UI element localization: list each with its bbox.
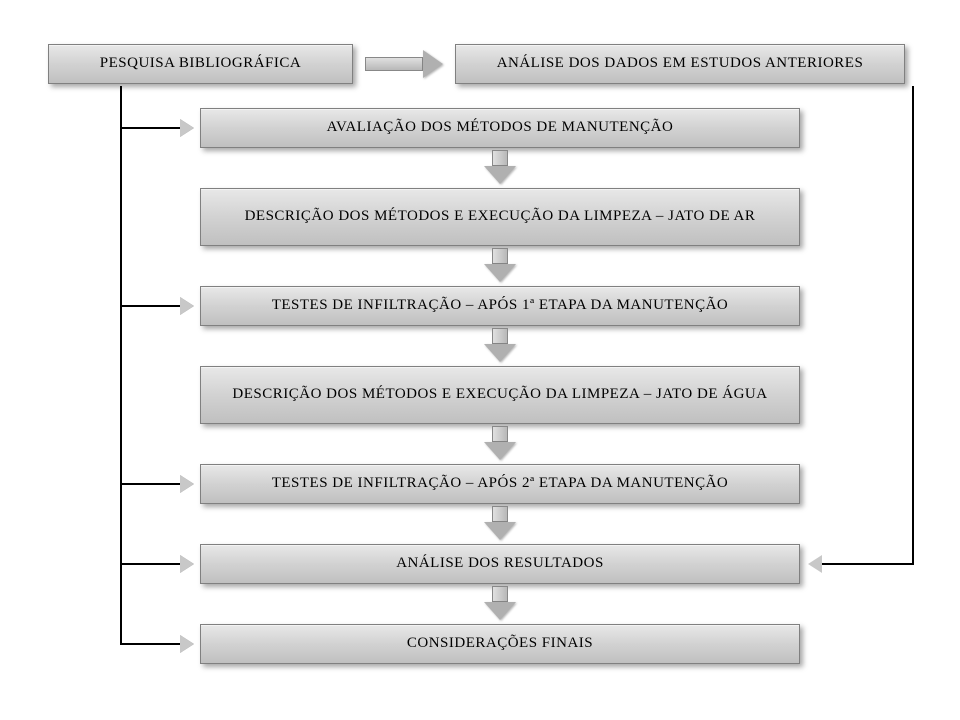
node-label: CONSIDERAÇÕES FINAIS [407, 634, 593, 654]
connector-line [120, 643, 180, 645]
arrow-down [484, 150, 516, 184]
arrow-right [365, 50, 443, 78]
node-avaliacao: AVALIAÇÃO DOS MÉTODOS DE MANUTENÇÃO [200, 108, 800, 148]
arrow-down [484, 506, 516, 540]
arrow-down [484, 328, 516, 362]
arrowhead-right-icon [180, 297, 194, 315]
node-label: TESTES DE INFILTRAÇÃO – APÓS 2ª ETAPA DA… [272, 474, 729, 494]
connector-line [120, 483, 180, 485]
connector-line [120, 563, 180, 565]
flowchart-diagram: PESQUISA BIBLIOGRÁFICA ANÁLISE DOS DADOS… [0, 0, 960, 720]
node-pesquisa: PESQUISA BIBLIOGRÁFICA [48, 44, 353, 84]
connector-line [120, 127, 180, 129]
node-analise-dados: ANÁLISE DOS DADOS EM ESTUDOS ANTERIORES [455, 44, 905, 84]
connector-line [120, 86, 122, 645]
node-label: ANÁLISE DOS DADOS EM ESTUDOS ANTERIORES [497, 54, 864, 74]
node-label: AVALIAÇÃO DOS MÉTODOS DE MANUTENÇÃO [327, 118, 674, 138]
node-label: DESCRIÇÃO DOS MÉTODOS E EXECUÇÃO DA LIMP… [232, 385, 767, 405]
node-analise-resultados: ANÁLISE DOS RESULTADOS [200, 544, 800, 584]
arrowhead-right-icon [180, 555, 194, 573]
connector-line [912, 86, 914, 565]
arrow-down [484, 426, 516, 460]
connector-line [120, 305, 180, 307]
arrowhead-right-icon [180, 475, 194, 493]
arrow-down [484, 248, 516, 282]
node-consideracoes: CONSIDERAÇÕES FINAIS [200, 624, 800, 664]
arrow-down [484, 586, 516, 620]
node-label: TESTES DE INFILTRAÇÃO – APÓS 1ª ETAPA DA… [272, 296, 729, 316]
node-testes-1: TESTES DE INFILTRAÇÃO – APÓS 1ª ETAPA DA… [200, 286, 800, 326]
arrowhead-left-icon [808, 555, 822, 573]
node-label: ANÁLISE DOS RESULTADOS [396, 554, 604, 574]
node-testes-2: TESTES DE INFILTRAÇÃO – APÓS 2ª ETAPA DA… [200, 464, 800, 504]
arrowhead-right-icon [180, 635, 194, 653]
node-label: DESCRIÇÃO DOS MÉTODOS E EXECUÇÃO DA LIMP… [245, 207, 756, 227]
node-descricao-agua: DESCRIÇÃO DOS MÉTODOS E EXECUÇÃO DA LIMP… [200, 366, 800, 424]
node-descricao-ar: DESCRIÇÃO DOS MÉTODOS E EXECUÇÃO DA LIMP… [200, 188, 800, 246]
arrowhead-right-icon [180, 119, 194, 137]
node-label: PESQUISA BIBLIOGRÁFICA [100, 54, 301, 74]
connector-line [822, 563, 914, 565]
